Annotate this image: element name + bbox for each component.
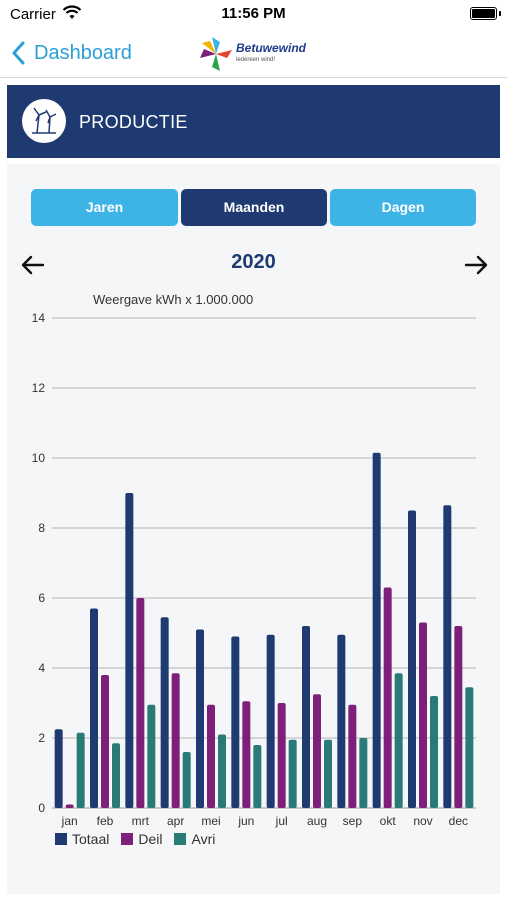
bar-totaal-okt (372, 452, 381, 808)
legend-swatch-deil (121, 833, 134, 845)
page-title: PRODUCTIE (79, 112, 188, 132)
bar-avri-jan (76, 732, 85, 808)
bar-totaal-jun (231, 636, 240, 808)
status-time: 11:56 PM (221, 5, 286, 22)
bar-totaal-aug (302, 626, 310, 808)
status-bar: Carrier 11:56 PM (0, 0, 507, 30)
x-tick-label: jul (275, 814, 288, 828)
carrier-label: Carrier (10, 6, 56, 23)
tab-jaren[interactable]: Jaren (31, 189, 178, 226)
y-tick-label: 14 (32, 311, 46, 325)
brand-tagline: iedereen wind! (236, 57, 276, 63)
x-tick-label: dec (449, 814, 468, 828)
legend-item-deil: Deil (121, 831, 162, 847)
bar-avri-mrt (147, 704, 156, 808)
navigation-bar: Dashboard Betuwewind iedereen wind! (0, 30, 507, 78)
x-tick-label: okt (380, 814, 397, 828)
legend-label-totaal: Totaal (72, 831, 110, 847)
bar-deil-jan (65, 804, 74, 808)
back-button[interactable]: Dashboard (12, 38, 132, 68)
bar-deil-okt (383, 587, 392, 808)
bar-avri-nov (430, 696, 438, 808)
bar-avri-sep (359, 738, 368, 808)
brand-logo: Betuwewind iedereen wind! (198, 34, 316, 74)
bar-avri-jun (253, 745, 262, 808)
battery-icon (470, 7, 497, 20)
bar-deil-aug (313, 694, 321, 808)
bar-totaal-sep (337, 634, 346, 808)
bar-totaal-mei (196, 629, 204, 808)
bar-deil-jun (242, 701, 251, 808)
year-label: 2020 (231, 251, 276, 273)
x-tick-label: nov (413, 814, 432, 828)
legend-item-totaal: Totaal (55, 831, 109, 847)
bar-avri-okt (394, 673, 403, 808)
tab-dagen[interactable]: Dagen (330, 189, 476, 226)
y-tick-label: 0 (38, 801, 45, 815)
bar-deil-feb (101, 675, 109, 808)
legend-label-deil: Deil (138, 831, 163, 847)
bar-deil-nov (419, 622, 427, 808)
bar-avri-dec (465, 687, 474, 808)
x-tick-label: mei (201, 814, 220, 828)
bar-totaal-jan (54, 729, 63, 808)
bar-deil-sep (348, 704, 357, 808)
wifi-icon (62, 5, 82, 19)
bar-totaal-mrt (125, 493, 134, 808)
bar-avri-jul (288, 739, 297, 808)
bar-deil-jul (277, 703, 286, 808)
bar-totaal-feb (90, 608, 98, 808)
tab-maanden[interactable]: Maanden (181, 189, 327, 226)
battery-cap (499, 11, 501, 16)
bar-totaal-jul (266, 634, 275, 808)
brand-name: Betuwewind (236, 41, 307, 55)
legend-item-avri: Avri (174, 831, 215, 847)
bar-avri-mei (218, 734, 226, 808)
x-tick-label: apr (167, 814, 184, 828)
bar-avri-apr (182, 752, 191, 808)
y-tick-label: 12 (32, 381, 46, 395)
x-tick-label: sep (343, 814, 363, 828)
bar-deil-mei (207, 704, 215, 808)
bar-deil-dec (454, 626, 463, 808)
section-header: PRODUCTIE (7, 85, 500, 158)
bar-totaal-apr (160, 617, 169, 808)
x-tick-label: mrt (132, 814, 150, 828)
arrow-right-icon[interactable] (463, 252, 489, 278)
x-tick-label: feb (97, 814, 114, 828)
chart-legend: Totaal Deil Avri (55, 831, 227, 847)
y-tick-label: 4 (38, 661, 45, 675)
arrow-left-icon[interactable] (20, 252, 46, 278)
x-tick-label: jun (237, 814, 254, 828)
production-bar-chart: 0 2 4 6 8 10 12 14 jan feb mrt apr mei jun jul aug sep ok… (32, 311, 476, 828)
bar-avri-aug (324, 739, 332, 808)
x-tick-label: jan (61, 814, 78, 828)
bar-deil-apr (171, 673, 180, 808)
back-button-label: Dashboard (34, 41, 132, 64)
bar-totaal-nov (408, 510, 416, 808)
y-tick-label: 8 (38, 521, 45, 535)
bar-avri-feb (112, 743, 120, 808)
wind-turbine-icon (22, 99, 66, 143)
legend-label-avri: Avri (191, 831, 216, 847)
chart-unit-note: Weergave kWh x 1.000.000 (93, 292, 254, 307)
bar-deil-mrt (136, 598, 145, 808)
y-tick-label: 10 (32, 451, 46, 465)
pinwheel-logo-icon (200, 37, 232, 71)
bar-totaal-dec (443, 505, 452, 808)
legend-swatch-totaal (55, 833, 67, 845)
y-tick-label: 2 (38, 731, 45, 745)
y-tick-label: 6 (38, 591, 45, 605)
x-tick-label: aug (307, 814, 327, 828)
chevron-left-icon (12, 41, 25, 65)
legend-swatch-avri (174, 833, 187, 845)
